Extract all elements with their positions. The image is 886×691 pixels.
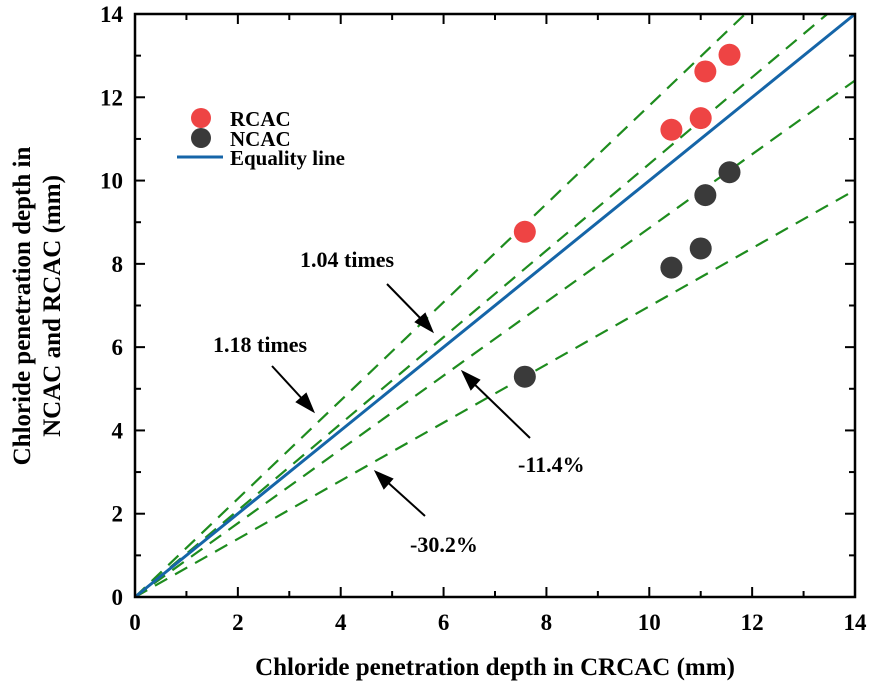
x-tick-label: 4 bbox=[335, 610, 347, 635]
x-tick-label: 0 bbox=[129, 610, 141, 635]
x-tick-label: 12 bbox=[741, 610, 764, 635]
x-tick-label: 14 bbox=[844, 610, 868, 635]
arrow-30.2 bbox=[383, 478, 426, 517]
y-tick-label: 14 bbox=[100, 2, 124, 27]
y-tick-label: 2 bbox=[112, 502, 124, 527]
x-axis-label: Chloride penetration depth in CRCAC (mm) bbox=[255, 654, 735, 681]
reference-line-3 bbox=[134, 189, 856, 598]
y-axis-label-line2: NCAC and RCAC (mm) bbox=[39, 175, 66, 437]
point-ncac bbox=[718, 161, 741, 184]
reference-line-0 bbox=[134, 13, 746, 598]
legend-label-equality: Equality line bbox=[230, 146, 345, 170]
x-tick-label: 8 bbox=[541, 610, 553, 635]
y-tick-label: 12 bbox=[100, 85, 123, 110]
point-rcac bbox=[718, 43, 741, 66]
legend: NCAC RCAC Equality line bbox=[177, 107, 345, 170]
annotations: 1.04 times 1.18 times -11.4% -30.2% bbox=[213, 247, 585, 557]
arrowhead-icon bbox=[295, 392, 316, 414]
y-tick-label: 4 bbox=[112, 418, 124, 443]
axes: 0 2 4 6 8 10 12 14 0 2 4 6 8 10 12 14 bbox=[100, 2, 867, 635]
point-ncac bbox=[689, 237, 712, 260]
legend-label-rcac: RCAC bbox=[230, 107, 291, 131]
legend-label-ncac: NCAC bbox=[230, 127, 291, 151]
legend-rcac-marker bbox=[191, 108, 211, 128]
annotation-1.04: 1.04 times bbox=[300, 247, 395, 272]
y-tick-label: 6 bbox=[112, 335, 124, 360]
arrowhead-icon bbox=[460, 369, 481, 391]
x-tick-label: 10 bbox=[638, 610, 661, 635]
point-ncac bbox=[694, 184, 717, 207]
point-rcac bbox=[689, 107, 712, 130]
y-tick-label: 8 bbox=[112, 252, 124, 277]
arrowhead-icon bbox=[373, 469, 394, 490]
point-rcac bbox=[694, 60, 717, 83]
point-ncac bbox=[513, 365, 536, 388]
annotation-30.2: -30.2% bbox=[410, 532, 478, 557]
arrow-11.4 bbox=[469, 379, 531, 439]
arrow-1.04 bbox=[386, 283, 426, 324]
point-rcac bbox=[513, 220, 536, 243]
y-axis-label-line1: Chloride penetration depth in bbox=[9, 147, 36, 466]
x-tick-label: 2 bbox=[232, 610, 244, 635]
data-points bbox=[513, 43, 741, 388]
annotation-1.18: 1.18 times bbox=[213, 332, 308, 357]
annotation-11.4: -11.4% bbox=[518, 452, 585, 477]
point-rcac bbox=[660, 118, 683, 141]
x-tick-label: 6 bbox=[438, 610, 450, 635]
reference-line-1 bbox=[134, 13, 829, 598]
arrowhead-icon bbox=[414, 312, 435, 334]
point-ncac bbox=[660, 256, 683, 279]
arrow-1.18 bbox=[271, 365, 307, 404]
y-tick-label: 0 bbox=[112, 585, 124, 610]
y-tick-label: 10 bbox=[100, 169, 123, 194]
equality-line bbox=[134, 12, 856, 599]
legend-marker-ncac bbox=[191, 128, 211, 148]
